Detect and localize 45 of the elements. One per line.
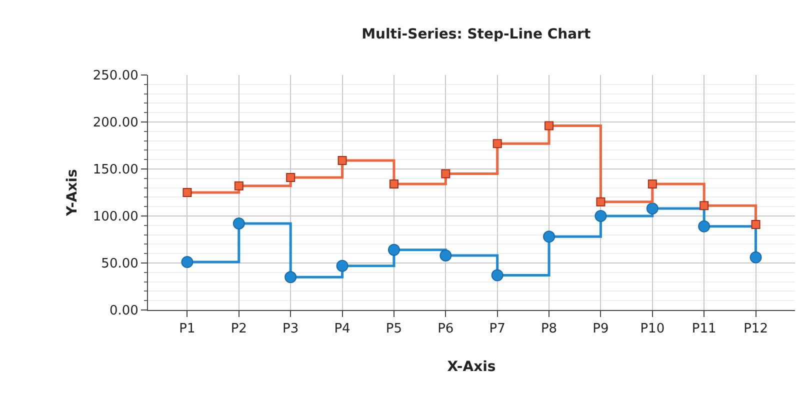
point [698, 220, 710, 232]
point [750, 251, 762, 264]
x-tick-label: P10 [640, 322, 665, 337]
point [286, 172, 296, 182]
y-axis-title: Y-Axis [64, 169, 80, 217]
point [440, 249, 452, 262]
y-tick-label: 150.00 [92, 162, 138, 178]
point [388, 244, 400, 256]
point [234, 181, 244, 190]
point [751, 220, 760, 229]
point [700, 201, 709, 210]
x-tick-label: P7 [489, 322, 506, 337]
x-tick-label: P5 [386, 322, 402, 337]
point [596, 197, 606, 206]
x-tick-label: P1 [179, 322, 196, 337]
x-tick-label: P4 [334, 322, 350, 337]
point [338, 156, 347, 166]
point [544, 121, 554, 130]
point [181, 256, 194, 268]
y-tick-label: 200.00 [92, 116, 138, 131]
point [182, 188, 192, 197]
x-axis-title: X-Axis [447, 358, 496, 375]
chart-title: Multi-Series: Step-Line Chart [362, 26, 591, 42]
x-tick-label: P2 [230, 322, 247, 337]
point [491, 269, 504, 282]
point [232, 218, 245, 230]
point [492, 139, 502, 148]
point [389, 180, 398, 189]
point [648, 180, 657, 189]
x-tick-label: P9 [592, 322, 609, 337]
point [594, 210, 607, 222]
x-tick-label: P8 [540, 322, 558, 337]
y-tick-label: 250.00 [92, 68, 138, 84]
point [543, 230, 556, 243]
y-tick-label: 100.00 [92, 210, 138, 225]
point [336, 260, 348, 272]
point [284, 271, 297, 284]
y-tick-label: 50.00 [101, 256, 138, 272]
x-tick-label: P3 [282, 322, 299, 337]
x-tick-label: P6 [438, 322, 454, 337]
point [441, 169, 450, 178]
y-tick-label: 0.00 [109, 304, 138, 319]
x-tick-label: P12 [744, 322, 768, 337]
point [646, 202, 658, 214]
x-tick-label: P11 [692, 322, 716, 337]
